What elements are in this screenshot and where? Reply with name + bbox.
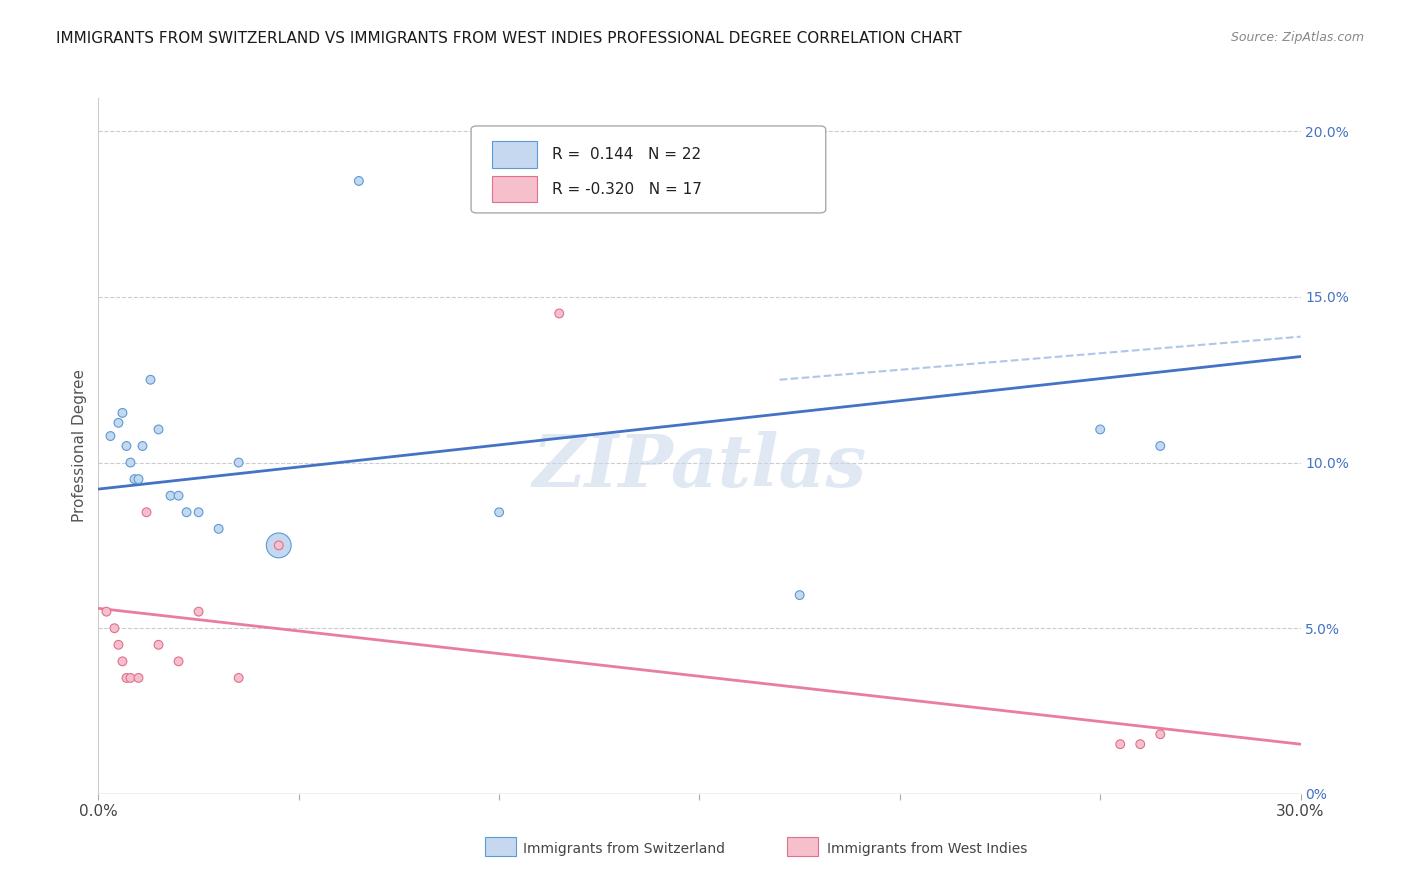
Point — [128, 472, 150, 486]
Point — [111, 654, 134, 668]
Point — [187, 505, 209, 519]
Point — [1149, 727, 1171, 741]
Point — [228, 456, 250, 470]
Point — [167, 654, 190, 668]
Point — [103, 621, 125, 635]
Point — [111, 406, 134, 420]
Point — [124, 472, 146, 486]
Point — [267, 538, 290, 552]
Point — [167, 489, 190, 503]
Text: R =  0.144   N = 22: R = 0.144 N = 22 — [551, 147, 700, 162]
Point — [267, 538, 290, 552]
Point — [139, 373, 162, 387]
Text: IMMIGRANTS FROM SWITZERLAND VS IMMIGRANTS FROM WEST INDIES PROFESSIONAL DEGREE C: IMMIGRANTS FROM SWITZERLAND VS IMMIGRANT… — [56, 31, 962, 46]
Bar — [492, 176, 537, 202]
Point — [1129, 737, 1152, 751]
Point — [228, 671, 250, 685]
Point — [187, 605, 209, 619]
Point — [347, 174, 370, 188]
Point — [115, 671, 138, 685]
Point — [131, 439, 153, 453]
Point — [548, 306, 571, 320]
Point — [96, 605, 118, 619]
Point — [135, 505, 157, 519]
Point — [176, 505, 198, 519]
Point — [107, 638, 129, 652]
Point — [1149, 439, 1171, 453]
FancyBboxPatch shape — [471, 126, 825, 213]
Text: Immigrants from West Indies: Immigrants from West Indies — [827, 842, 1028, 856]
Point — [148, 422, 170, 436]
Text: ZIPatlas: ZIPatlas — [533, 432, 866, 502]
Point — [120, 456, 142, 470]
Point — [1109, 737, 1132, 751]
Point — [128, 671, 150, 685]
Y-axis label: Professional Degree: Professional Degree — [72, 369, 87, 523]
Point — [148, 638, 170, 652]
Bar — [492, 141, 537, 168]
Point — [100, 429, 122, 443]
Text: Source: ZipAtlas.com: Source: ZipAtlas.com — [1230, 31, 1364, 45]
Point — [1088, 422, 1111, 436]
Point — [159, 489, 181, 503]
Point — [789, 588, 811, 602]
Point — [208, 522, 231, 536]
Point — [120, 671, 142, 685]
Point — [115, 439, 138, 453]
Point — [107, 416, 129, 430]
Point — [488, 505, 510, 519]
Text: R = -0.320   N = 17: R = -0.320 N = 17 — [551, 182, 702, 197]
Text: Immigrants from Switzerland: Immigrants from Switzerland — [523, 842, 725, 856]
